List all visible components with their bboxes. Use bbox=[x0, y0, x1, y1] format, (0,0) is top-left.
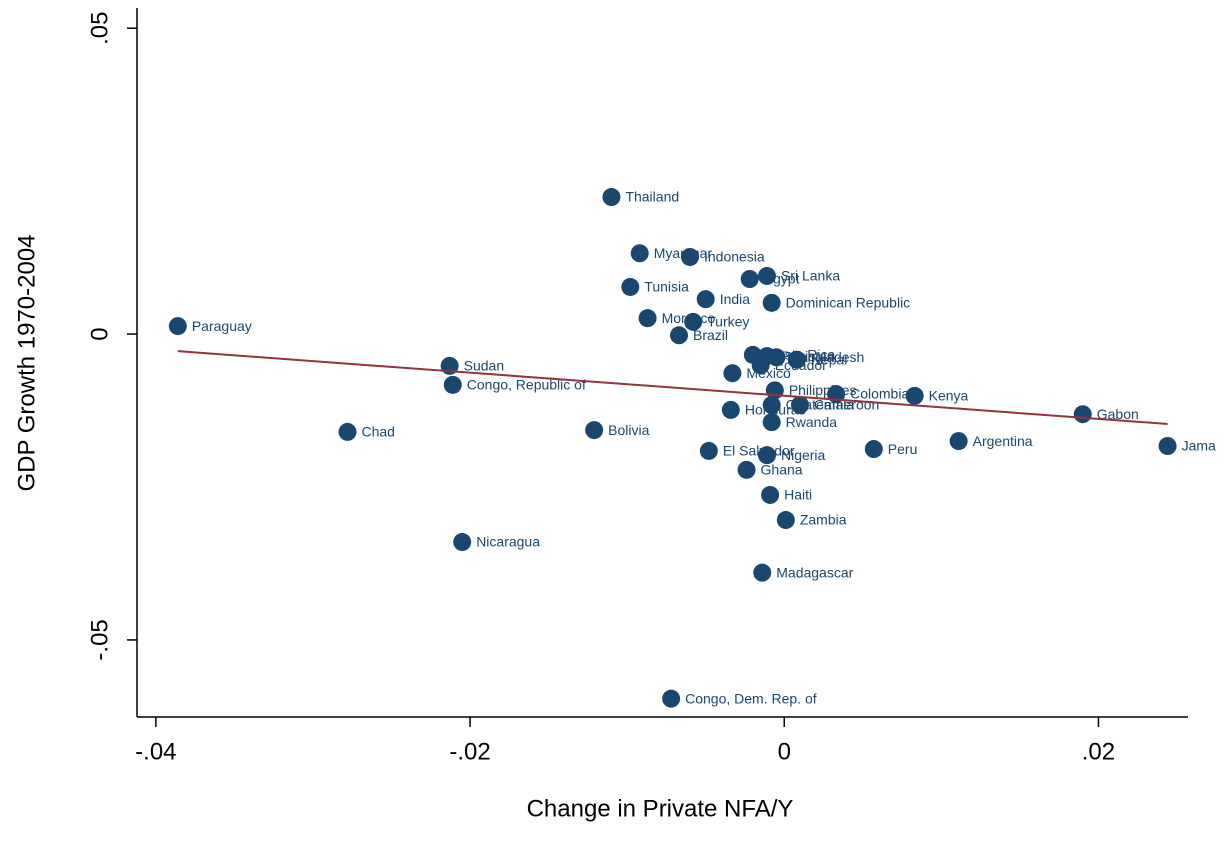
point-label: Nepal bbox=[811, 351, 848, 367]
point-label: Nigeria bbox=[781, 447, 826, 463]
point bbox=[1158, 437, 1177, 456]
point-label: Peru bbox=[888, 441, 918, 457]
point bbox=[762, 293, 781, 312]
point bbox=[905, 386, 924, 405]
point bbox=[762, 396, 781, 415]
point bbox=[737, 460, 756, 479]
x-tick-label: -.04 bbox=[135, 738, 176, 765]
point-label: Ghana bbox=[761, 462, 803, 478]
point-label: Indonesia bbox=[704, 249, 765, 265]
point bbox=[723, 364, 742, 383]
point bbox=[767, 348, 786, 367]
point-label: Thailand bbox=[625, 189, 679, 205]
point-label: Chad bbox=[362, 424, 395, 440]
y-tick-label: 0 bbox=[86, 327, 113, 340]
point bbox=[669, 326, 688, 345]
point-label: Bolivia bbox=[608, 422, 649, 438]
point-label: Kenya bbox=[929, 388, 969, 404]
point-label: Zambia bbox=[800, 512, 847, 528]
y-tick-label: .05 bbox=[86, 11, 113, 44]
point bbox=[753, 563, 772, 582]
point-label: Argentina bbox=[973, 433, 1033, 449]
point-label: Dominican Republic bbox=[786, 295, 911, 311]
point-label: Philippines bbox=[789, 382, 857, 398]
point-label: Madagascar bbox=[776, 564, 853, 580]
point bbox=[757, 266, 776, 285]
point bbox=[740, 269, 759, 288]
point-label: Sri Lanka bbox=[781, 268, 840, 284]
point-label: Tunisia bbox=[644, 279, 689, 295]
point-label: Jama bbox=[1182, 438, 1216, 454]
point bbox=[453, 533, 472, 552]
point bbox=[699, 441, 718, 460]
point-label: Bangladesh bbox=[790, 349, 864, 365]
point bbox=[630, 244, 649, 263]
point bbox=[787, 350, 806, 369]
point-label: Sudan bbox=[464, 358, 504, 374]
y-axis-title: GDP Growth 1970-2004 bbox=[13, 234, 40, 491]
y-tick-label: -.05 bbox=[86, 619, 113, 660]
point bbox=[864, 440, 883, 459]
x-tick-label: 0 bbox=[778, 738, 791, 765]
point-label: El Salvador bbox=[723, 443, 795, 459]
point bbox=[696, 290, 715, 309]
point-label: Congo, Dem. Rep. of bbox=[685, 690, 817, 706]
point bbox=[602, 188, 621, 207]
point bbox=[790, 396, 809, 415]
point bbox=[443, 375, 462, 394]
point-label: Honduras bbox=[745, 402, 806, 418]
point bbox=[721, 400, 740, 419]
point bbox=[662, 689, 681, 708]
point bbox=[680, 247, 699, 266]
point-label: India bbox=[720, 291, 751, 307]
point bbox=[585, 421, 604, 440]
point bbox=[762, 413, 781, 432]
x-tick-label: -.02 bbox=[449, 738, 490, 765]
x-axis-title: Change in Private NFA/Y bbox=[527, 795, 794, 822]
point bbox=[1073, 405, 1092, 424]
point bbox=[776, 511, 795, 530]
point-label: Rwanda bbox=[786, 414, 838, 430]
x-tick-label: .02 bbox=[1082, 738, 1115, 765]
point-label: Colombia bbox=[850, 386, 909, 402]
point bbox=[757, 446, 776, 465]
point-label: Gabon bbox=[1097, 406, 1139, 422]
point bbox=[168, 317, 187, 336]
point-label: Haiti bbox=[784, 487, 812, 503]
fit-line bbox=[177, 350, 1168, 425]
point bbox=[338, 422, 357, 441]
point bbox=[621, 277, 640, 296]
point-label: Nicaragua bbox=[476, 534, 540, 550]
point-label: Congo, Republic of bbox=[467, 377, 586, 393]
point-label: Paraguay bbox=[192, 318, 252, 334]
point bbox=[638, 309, 657, 328]
point bbox=[949, 432, 968, 451]
point-label: Brazil bbox=[693, 327, 728, 343]
point-label: Turkey bbox=[707, 314, 749, 330]
point bbox=[684, 312, 703, 331]
point bbox=[761, 485, 780, 504]
